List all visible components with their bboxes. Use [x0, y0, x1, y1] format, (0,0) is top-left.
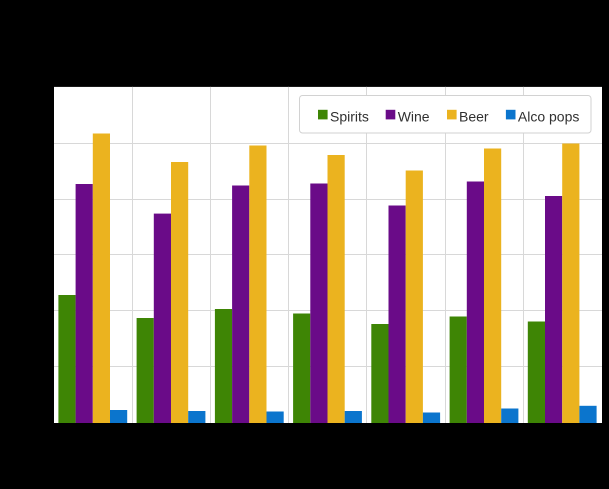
svg-text:Beer: Beer [459, 108, 489, 124]
svg-text:Spirits: Spirits [330, 108, 369, 124]
svg-text:Alco pops: Alco pops [518, 108, 579, 124]
svg-text:Wine: Wine [398, 108, 430, 124]
